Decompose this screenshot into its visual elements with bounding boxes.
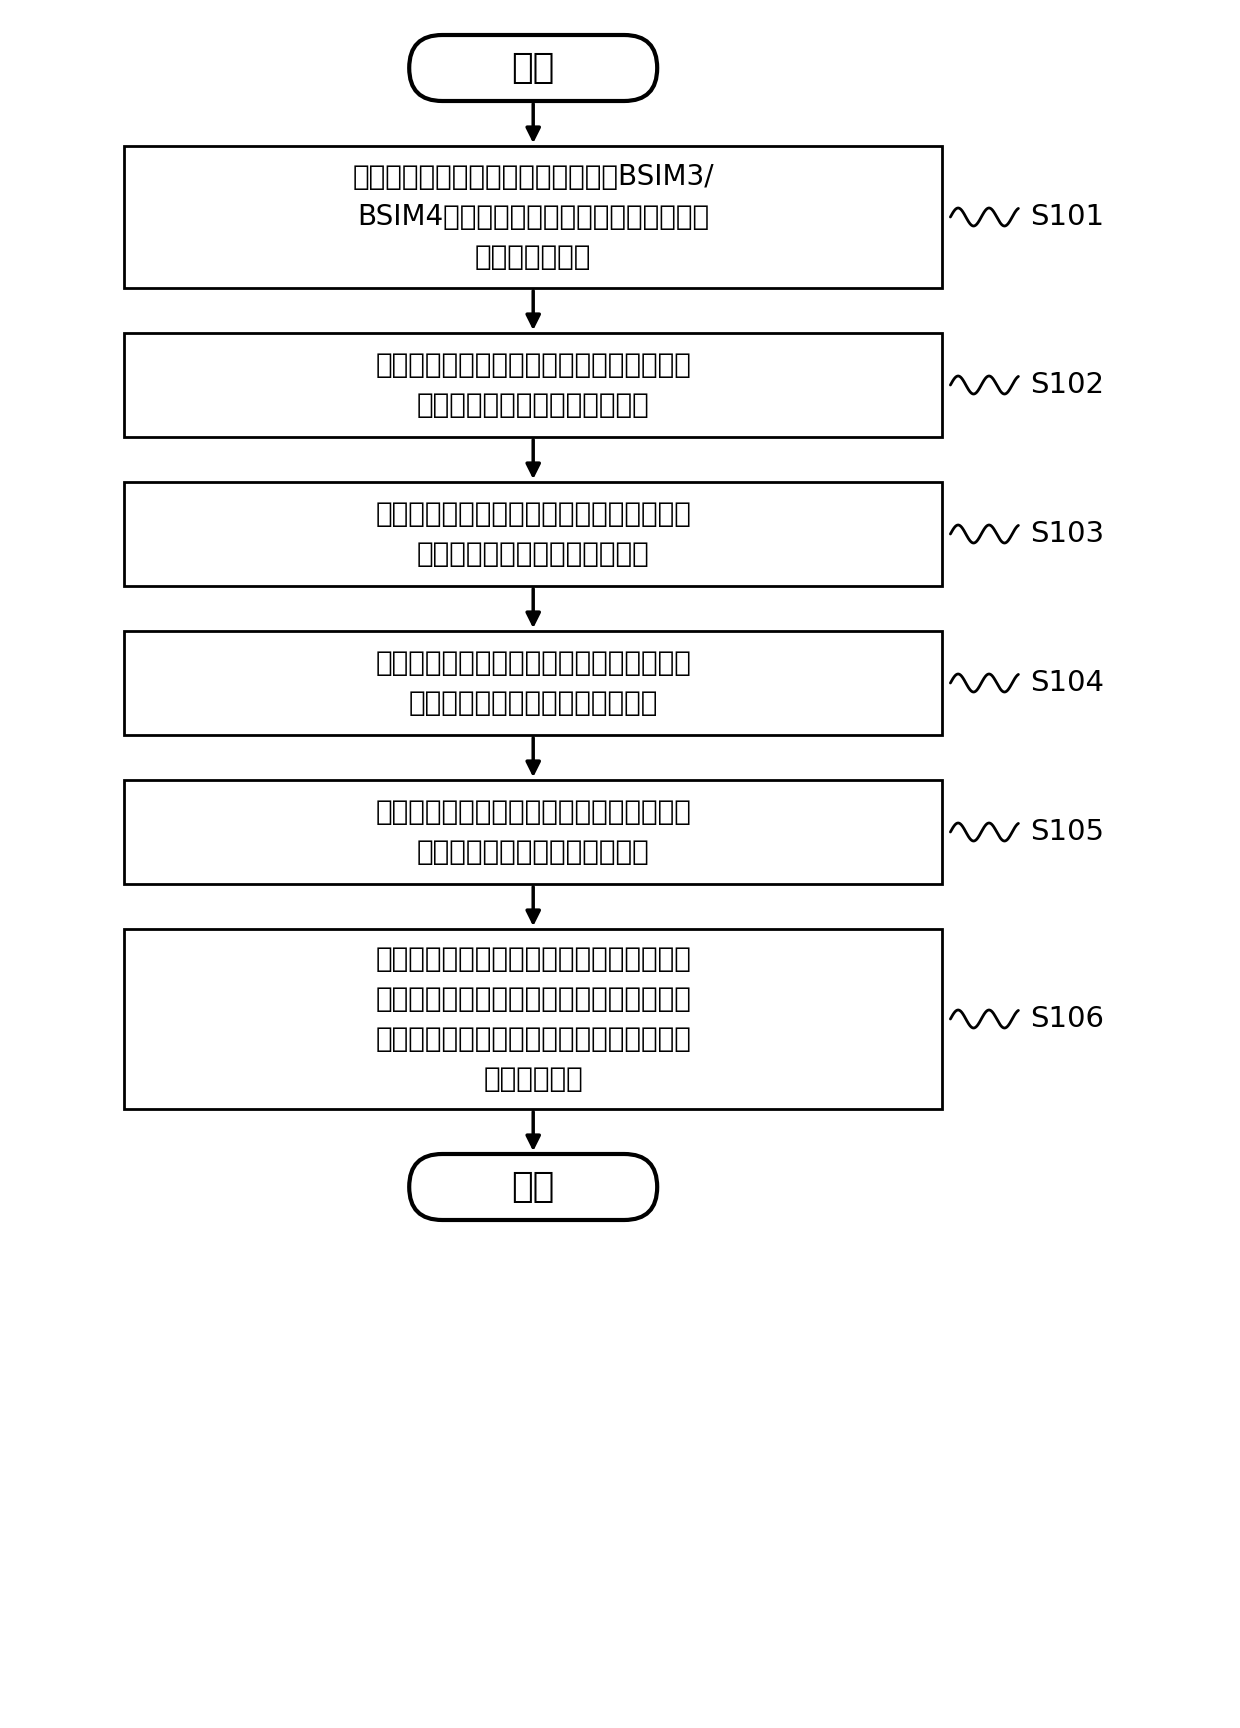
Text: 结束: 结束 [512,1170,554,1204]
Text: S101: S101 [1030,202,1105,232]
Text: 采用第一二极管模型、第二二极管模型、第
三二极管模型和第四二极管模型描述结型场
效应晶体管的内部寄生二极管的电容电压特
性和漏电特性: 采用第一二极管模型、第二二极管模型、第 三二极管模型和第四二极管模型描述结型场 … [376,945,691,1094]
Text: S105: S105 [1030,817,1105,847]
Text: 创建连接于所述核心场效应晶体管模型的栅
极和漏极之间的第一二极管模型: 创建连接于所述核心场效应晶体管模型的栅 极和漏极之间的第一二极管模型 [376,351,691,420]
Text: 创建核心场效应晶体管模型，并采用BSIM3/
BSIM4的参数模拟所述核心场效应晶体管模
型电流电压特性: 创建核心场效应晶体管模型，并采用BSIM3/ BSIM4的参数模拟所述核心场效应… [352,162,714,271]
Text: S106: S106 [1030,1006,1105,1033]
Bar [124,482,942,586]
FancyBboxPatch shape [409,1154,657,1220]
Text: 创建连接于所述核心场效应晶体管模型的漏
极和体电极之间的第三二极管模型: 创建连接于所述核心场效应晶体管模型的漏 极和体电极之间的第三二极管模型 [376,650,691,717]
Text: 开始: 开始 [512,52,554,85]
Text: 创建连接于所述核心场效应晶体管模型的源
极和体电极之间第四二极管模型: 创建连接于所述核心场效应晶体管模型的源 极和体电极之间第四二极管模型 [376,798,691,866]
Bar [124,930,942,1109]
FancyBboxPatch shape [409,35,657,100]
Bar [124,631,942,734]
Text: S103: S103 [1030,520,1105,548]
Bar [124,145,942,289]
Bar [124,334,942,437]
Bar [124,779,942,885]
Text: S104: S104 [1030,669,1105,696]
Text: 创建连接于所述核心场效应晶体管模型的栅
极和源极之间的第二二极管模型: 创建连接于所述核心场效应晶体管模型的栅 极和源极之间的第二二极管模型 [376,499,691,569]
Text: S102: S102 [1030,372,1105,399]
